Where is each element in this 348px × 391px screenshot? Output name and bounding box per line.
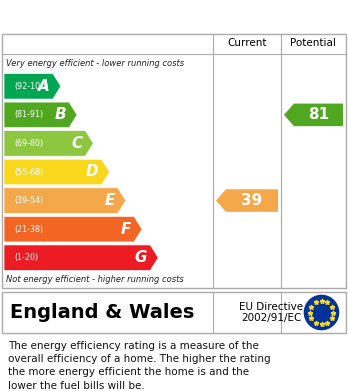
Text: Potential: Potential [290,38,335,48]
Text: Current: Current [227,38,267,48]
Text: F: F [121,222,131,237]
Text: 81: 81 [308,108,329,122]
Polygon shape [4,188,126,213]
Text: A: A [38,79,50,94]
Text: EU Directive
2002/91/EC: EU Directive 2002/91/EC [239,302,303,323]
Text: Not energy efficient - higher running costs: Not energy efficient - higher running co… [6,276,184,285]
Text: (92-100): (92-100) [14,82,48,91]
Text: Energy Efficiency Rating: Energy Efficiency Rating [10,9,231,23]
Polygon shape [4,245,158,271]
Polygon shape [4,216,142,242]
Polygon shape [284,104,343,126]
Polygon shape [4,74,61,99]
Text: B: B [54,108,66,122]
Text: 39: 39 [242,193,263,208]
Text: (55-68): (55-68) [14,167,43,176]
Polygon shape [4,102,77,127]
Text: E: E [104,193,115,208]
Text: D: D [86,165,98,179]
Polygon shape [4,131,93,156]
Text: (1-20): (1-20) [14,253,38,262]
Text: (81-91): (81-91) [14,110,43,119]
Text: (69-80): (69-80) [14,139,43,148]
Text: C: C [71,136,82,151]
Circle shape [304,295,339,330]
Text: G: G [135,250,147,265]
Text: Very energy efficient - lower running costs: Very energy efficient - lower running co… [6,59,184,68]
Text: The energy efficiency rating is a measure of the
overall efficiency of a home. T: The energy efficiency rating is a measur… [8,341,271,391]
Text: (21-38): (21-38) [14,225,43,234]
Polygon shape [4,159,110,185]
Text: England & Wales: England & Wales [10,303,195,322]
Polygon shape [216,189,278,212]
Text: (39-54): (39-54) [14,196,43,205]
